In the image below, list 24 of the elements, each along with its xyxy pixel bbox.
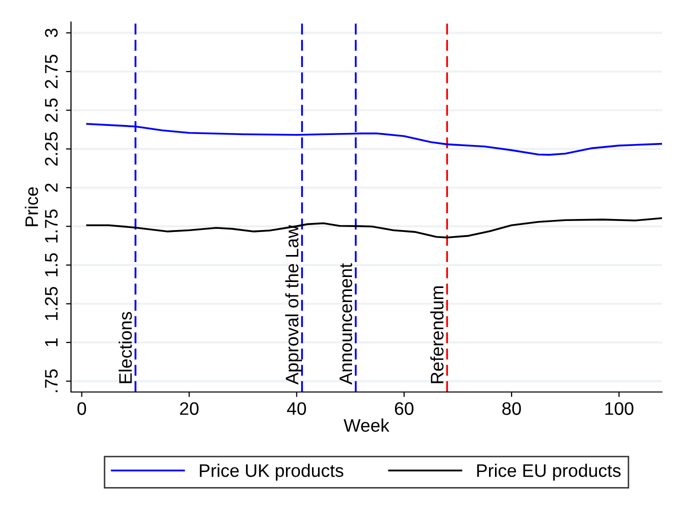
ref-line-label: Elections <box>118 312 132 384</box>
legend-label: Price UK products <box>200 464 344 481</box>
ref-line-label: Announcement <box>340 263 352 385</box>
y-tick-label: 1.25 <box>44 286 58 320</box>
y-tick-label: .75 <box>45 369 58 392</box>
x-tick-label: 80 <box>502 402 521 415</box>
y-tick-label: 2 <box>44 184 58 192</box>
x-tick-label: 0 <box>77 402 86 415</box>
x-axis-title: Week <box>344 418 390 432</box>
y-tick-label: 2.25 <box>44 132 58 166</box>
x-tick-label: 20 <box>180 402 199 415</box>
x-tick-label: 60 <box>394 402 414 415</box>
y-tick-label: 1.5 <box>45 253 58 276</box>
y-tick-label: 1 <box>45 338 58 346</box>
ref-line-label: Approval of the Law <box>285 224 302 385</box>
x-tick-label: 100 <box>605 402 634 415</box>
y-tick-label: 2.5 <box>44 98 58 122</box>
y-tick-label: 1.75 <box>45 210 58 243</box>
y-tick-label: 2.75 <box>44 54 58 88</box>
x-tick-label: 40 <box>287 402 306 415</box>
y-axis-title: Price <box>24 187 38 226</box>
legend-label: Price EU products <box>477 464 621 481</box>
y-tick-label: 3 <box>44 28 58 38</box>
ref-line-label: Referendum <box>430 286 444 384</box>
